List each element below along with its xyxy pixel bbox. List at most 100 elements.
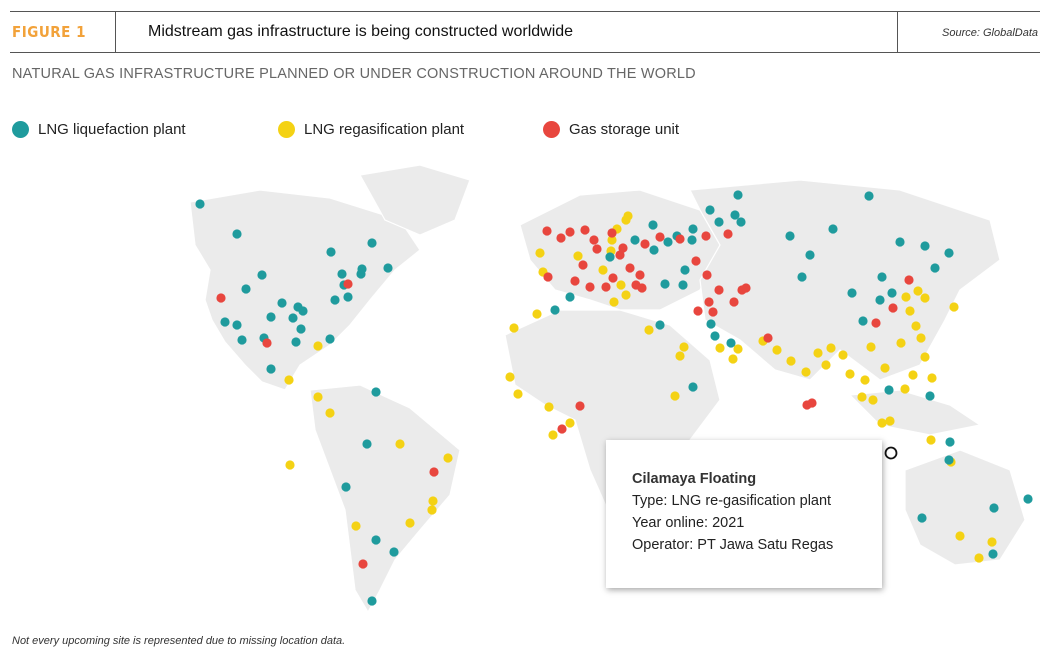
regasification-site-marker[interactable]	[880, 363, 890, 373]
gas-storage-site-marker[interactable]	[729, 297, 739, 307]
regasification-site-marker[interactable]	[866, 342, 876, 352]
liquefaction-site-marker[interactable]	[630, 235, 640, 245]
liquefaction-site-marker[interactable]	[1023, 494, 1033, 504]
liquefaction-site-marker[interactable]	[884, 385, 894, 395]
liquefaction-site-marker[interactable]	[341, 482, 351, 492]
regasification-site-marker[interactable]	[428, 496, 438, 506]
regasification-site-marker[interactable]	[325, 408, 335, 418]
gas-storage-site-marker[interactable]	[693, 306, 703, 316]
liquefaction-site-marker[interactable]	[649, 245, 659, 255]
liquefaction-site-marker[interactable]	[343, 292, 353, 302]
gas-storage-site-marker[interactable]	[723, 229, 733, 239]
liquefaction-site-marker[interactable]	[337, 269, 347, 279]
liquefaction-site-marker[interactable]	[875, 295, 885, 305]
liquefaction-site-marker[interactable]	[232, 320, 242, 330]
regasification-site-marker[interactable]	[949, 302, 959, 312]
regasification-site-marker[interactable]	[509, 323, 519, 333]
liquefaction-site-marker[interactable]	[887, 288, 897, 298]
liquefaction-site-marker[interactable]	[298, 306, 308, 316]
regasification-site-marker[interactable]	[838, 350, 848, 360]
liquefaction-site-marker[interactable]	[917, 513, 927, 523]
liquefaction-site-marker[interactable]	[847, 288, 857, 298]
liquefaction-site-marker[interactable]	[710, 331, 720, 341]
gas-storage-site-marker[interactable]	[358, 559, 368, 569]
liquefaction-site-marker[interactable]	[945, 437, 955, 447]
regasification-site-marker[interactable]	[860, 375, 870, 385]
regasification-site-marker[interactable]	[544, 402, 554, 412]
regasification-site-marker[interactable]	[901, 292, 911, 302]
liquefaction-site-marker[interactable]	[367, 238, 377, 248]
gas-storage-site-marker[interactable]	[343, 279, 353, 289]
regasification-site-marker[interactable]	[733, 344, 743, 354]
liquefaction-site-marker[interactable]	[550, 305, 560, 315]
gas-storage-site-marker[interactable]	[585, 282, 595, 292]
regasification-site-marker[interactable]	[987, 537, 997, 547]
gas-storage-site-marker[interactable]	[589, 235, 599, 245]
gas-storage-site-marker[interactable]	[601, 282, 611, 292]
regasification-site-marker[interactable]	[675, 351, 685, 361]
regasification-site-marker[interactable]	[826, 343, 836, 353]
liquefaction-site-marker[interactable]	[389, 547, 399, 557]
regasification-site-marker[interactable]	[670, 391, 680, 401]
liquefaction-site-marker[interactable]	[730, 210, 740, 220]
regasification-site-marker[interactable]	[427, 505, 437, 515]
liquefaction-site-marker[interactable]	[371, 387, 381, 397]
gas-storage-site-marker[interactable]	[542, 226, 552, 236]
regasification-site-marker[interactable]	[284, 375, 294, 385]
gas-storage-site-marker[interactable]	[702, 270, 712, 280]
regasification-site-marker[interactable]	[351, 521, 361, 531]
liquefaction-site-marker[interactable]	[705, 205, 715, 215]
regasification-site-marker[interactable]	[548, 430, 558, 440]
gas-storage-site-marker[interactable]	[871, 318, 881, 328]
regasification-site-marker[interactable]	[974, 553, 984, 563]
liquefaction-site-marker[interactable]	[925, 391, 935, 401]
gas-storage-site-marker[interactable]	[570, 276, 580, 286]
liquefaction-site-marker[interactable]	[687, 235, 697, 245]
liquefaction-site-marker[interactable]	[291, 337, 301, 347]
liquefaction-site-marker[interactable]	[257, 270, 267, 280]
world-map[interactable]	[0, 150, 1050, 630]
regasification-site-marker[interactable]	[565, 418, 575, 428]
liquefaction-site-marker[interactable]	[864, 191, 874, 201]
gas-storage-site-marker[interactable]	[556, 233, 566, 243]
liquefaction-site-marker[interactable]	[367, 596, 377, 606]
gas-storage-site-marker[interactable]	[714, 285, 724, 295]
gas-storage-site-marker[interactable]	[618, 243, 628, 253]
regasification-site-marker[interactable]	[535, 248, 545, 258]
liquefaction-site-marker[interactable]	[805, 250, 815, 260]
gas-storage-site-marker[interactable]	[701, 231, 711, 241]
regasification-site-marker[interactable]	[857, 392, 867, 402]
liquefaction-site-marker[interactable]	[232, 229, 242, 239]
gas-storage-site-marker[interactable]	[763, 333, 773, 343]
liquefaction-site-marker[interactable]	[680, 265, 690, 275]
liquefaction-site-marker[interactable]	[266, 364, 276, 374]
liquefaction-site-marker[interactable]	[288, 313, 298, 323]
gas-storage-site-marker[interactable]	[608, 273, 618, 283]
regasification-site-marker[interactable]	[900, 384, 910, 394]
gas-storage-site-marker[interactable]	[607, 228, 617, 238]
gas-storage-site-marker[interactable]	[637, 283, 647, 293]
gas-storage-site-marker[interactable]	[655, 232, 665, 242]
regasification-site-marker[interactable]	[920, 352, 930, 362]
gas-storage-site-marker[interactable]	[640, 239, 650, 249]
gas-storage-site-marker[interactable]	[807, 398, 817, 408]
regasification-site-marker[interactable]	[513, 389, 523, 399]
gas-storage-site-marker[interactable]	[262, 338, 272, 348]
liquefaction-site-marker[interactable]	[660, 279, 670, 289]
regasification-site-marker[interactable]	[772, 345, 782, 355]
regasification-site-marker[interactable]	[801, 367, 811, 377]
liquefaction-site-marker[interactable]	[988, 549, 998, 559]
liquefaction-site-marker[interactable]	[733, 190, 743, 200]
regasification-site-marker[interactable]	[821, 360, 831, 370]
gas-storage-site-marker[interactable]	[578, 260, 588, 270]
gas-storage-site-marker[interactable]	[635, 270, 645, 280]
liquefaction-site-marker[interactable]	[655, 320, 665, 330]
gas-storage-site-marker[interactable]	[580, 225, 590, 235]
gas-storage-site-marker[interactable]	[704, 297, 714, 307]
liquefaction-site-marker[interactable]	[565, 292, 575, 302]
gas-storage-site-marker[interactable]	[708, 307, 718, 317]
regasification-site-marker[interactable]	[532, 309, 542, 319]
liquefaction-site-marker[interactable]	[383, 263, 393, 273]
liquefaction-site-marker[interactable]	[648, 220, 658, 230]
regasification-site-marker[interactable]	[927, 373, 937, 383]
